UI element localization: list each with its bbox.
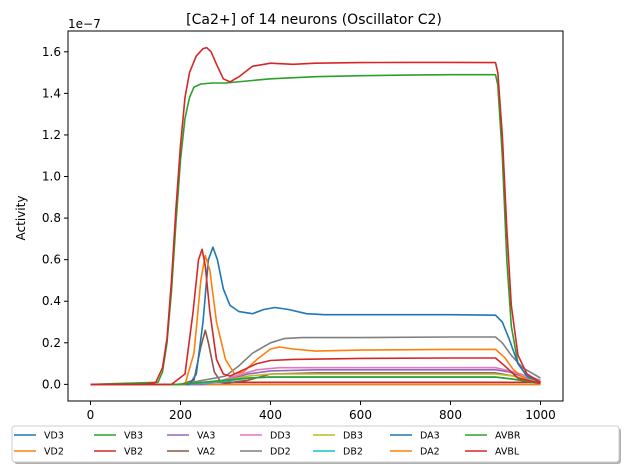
x-tick-label: 600 [349, 408, 372, 422]
legend: VD3 VD2 VB3 VB2 VA3 VA2 DD3 DD2 DB3 DB2 DA3 DA2 AVBR… [11, 425, 621, 464]
series-line-avbl [90, 46, 541, 386]
series-line-avbr [90, 376, 541, 386]
x-tick-label: 1000 [525, 408, 556, 422]
legend-label: VD3 [44, 431, 64, 442]
y-axis-ticks: 0.0 0.2 0.4 0.6 0.8 1.0 1.2 1.4 1.6 [42, 45, 68, 391]
series-line-avbl-peak [90, 248, 541, 386]
legend-label: DA2 [420, 447, 440, 458]
y-tick-label: 0.4 [42, 294, 61, 308]
legend-label: VB2 [124, 447, 143, 458]
legend-box [11, 425, 620, 463]
legend-label: VB3 [124, 431, 143, 442]
legend-label: DB2 [343, 447, 363, 458]
y-offset-label: 1e−7 [68, 17, 101, 31]
y-tick-label: 1.6 [42, 45, 61, 59]
legend-label: AVBR [495, 431, 521, 442]
y-tick-label: 1.2 [42, 128, 61, 142]
legend-label: AVBL [495, 447, 520, 458]
y-tick-label: 1.4 [42, 86, 61, 100]
x-tick-label: 800 [439, 408, 462, 422]
series-line-da3 [90, 246, 541, 386]
legend-label: DD3 [270, 431, 291, 442]
legend-label: VA3 [197, 431, 215, 442]
legend-label: DA3 [420, 431, 440, 442]
x-tick-label: 400 [259, 408, 282, 422]
legend-label: VA2 [197, 447, 215, 458]
y-tick-label: 0.0 [42, 377, 61, 391]
x-tick-label: 200 [169, 408, 192, 422]
y-tick-label: 0.2 [42, 336, 61, 350]
series-line-da2 [90, 254, 541, 386]
chart-title: [Ca2+] of 14 neurons (Oscillator C2) [186, 12, 442, 28]
y-axis-label: Activity [14, 196, 28, 241]
y-tick-label: 0.6 [42, 253, 61, 267]
legend-label: DD2 [270, 447, 291, 458]
legend-label: VD2 [44, 447, 64, 458]
x-tick-label: 0 [87, 408, 95, 422]
series-line-dd2 [90, 336, 541, 386]
plot-frame [67, 30, 564, 402]
y-tick-label: 1.0 [42, 170, 61, 184]
plot-lines [90, 46, 541, 386]
legend-label: DB3 [343, 431, 363, 442]
x-axis-ticks: 0 200 400 600 800 1000 [87, 401, 556, 422]
y-tick-label: 0.8 [42, 211, 61, 225]
